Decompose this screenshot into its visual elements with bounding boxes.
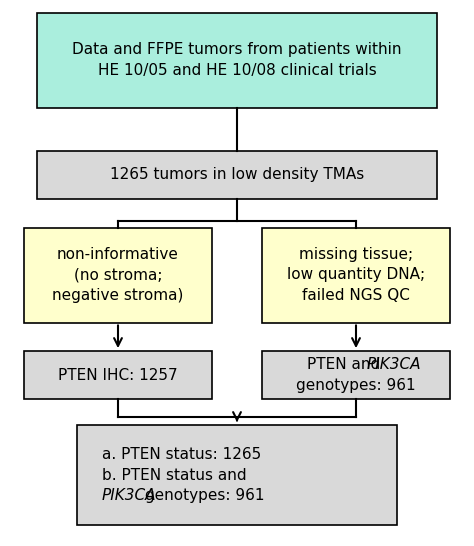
Text: missing tissue;: missing tissue; — [299, 247, 413, 262]
Text: b. PTEN status and: b. PTEN status and — [102, 467, 246, 483]
Text: HE 10/05 and HE 10/08 clinical trials: HE 10/05 and HE 10/08 clinical trials — [98, 63, 376, 78]
Bar — [262, 351, 450, 399]
Text: negative stroma): negative stroma) — [52, 288, 184, 303]
Bar — [77, 425, 397, 525]
Text: (no stroma;: (no stroma; — [74, 268, 162, 282]
Text: PIK3CA: PIK3CA — [366, 357, 421, 372]
Text: low quantity DNA;: low quantity DNA; — [287, 268, 425, 282]
Text: a. PTEN status: 1265: a. PTEN status: 1265 — [102, 447, 261, 462]
Text: 1265 tumors in low density TMAs: 1265 tumors in low density TMAs — [110, 168, 364, 182]
Text: non-informative: non-informative — [57, 247, 179, 262]
Bar — [262, 228, 450, 323]
Text: Data and FFPE tumors from patients within: Data and FFPE tumors from patients withi… — [72, 43, 402, 57]
Bar — [24, 351, 212, 399]
Text: PTEN IHC: 1257: PTEN IHC: 1257 — [58, 367, 178, 383]
Text: PIK3CA: PIK3CA — [102, 488, 156, 503]
Text: genotypes: 961: genotypes: 961 — [296, 378, 416, 393]
Text: PTEN and: PTEN and — [307, 357, 385, 372]
Bar — [24, 228, 212, 323]
Text: failed NGS QC: failed NGS QC — [302, 288, 410, 303]
Text: genotypes: 961: genotypes: 961 — [140, 488, 265, 503]
Bar — [37, 151, 437, 199]
Bar — [37, 13, 437, 108]
